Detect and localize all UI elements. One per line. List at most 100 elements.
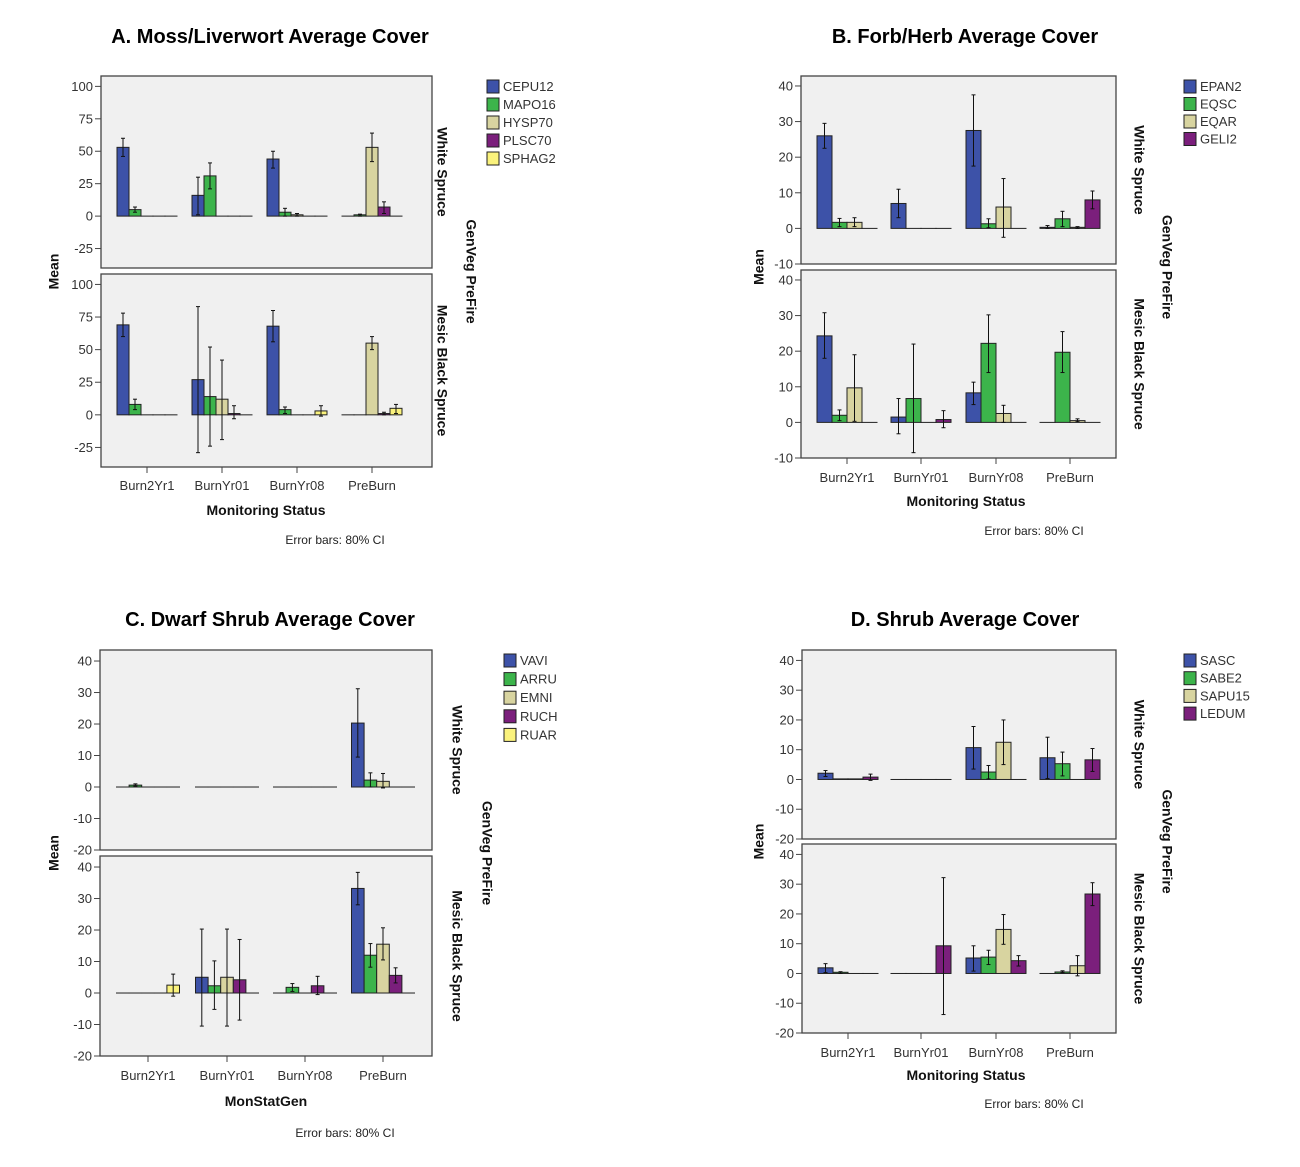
- legend-label: SPHAG2: [503, 151, 556, 166]
- y-tick-label: 0: [86, 209, 93, 224]
- legend-label: VAVI: [520, 653, 548, 668]
- y-tick-label: 10: [78, 748, 92, 763]
- x-tick-label: PreBurn: [1046, 1045, 1094, 1060]
- x-tick-label: Burn2Yr1: [821, 1045, 876, 1060]
- y-tick-label: 10: [779, 185, 793, 200]
- legend-swatch: [486, 115, 500, 130]
- y-tick-label: 75: [79, 310, 93, 325]
- legend-swatch: [1183, 688, 1197, 703]
- legend-label: EPAN2: [1200, 79, 1242, 94]
- legend-label: LEDUM: [1200, 706, 1246, 721]
- legend-swatch: [503, 690, 517, 705]
- y-tick-label: 40: [780, 847, 794, 862]
- y-tick-label: -20: [775, 1026, 794, 1041]
- legend-label: HYSP70: [503, 115, 553, 130]
- x-tick-label: BurnYr08: [278, 1068, 333, 1083]
- y-tick-label: 20: [78, 923, 92, 938]
- legend-label: CEPU12: [503, 79, 554, 94]
- legend-swatch: [1183, 706, 1197, 721]
- legend-swatch: [1183, 79, 1197, 94]
- legend-label: RUAR: [520, 727, 557, 742]
- bar-hysp70: [365, 342, 379, 416]
- bar-epan2: [816, 135, 833, 229]
- y-tick-label: 30: [78, 685, 92, 700]
- legend-swatch: [503, 672, 517, 687]
- legend: SASC SABE2 SAPU15 LEDUM: [1183, 653, 1250, 721]
- x-tick-label: BurnYr08: [969, 1045, 1024, 1060]
- facet-variable-label: GenVeg PreFire: [463, 219, 479, 323]
- y-tick-label: 0: [787, 772, 794, 787]
- y-tick-label: 0: [85, 780, 92, 795]
- y-tick-label: -25: [74, 440, 93, 455]
- legend-label: PLSC70: [503, 133, 551, 148]
- x-tick-label: BurnYr08: [270, 478, 325, 493]
- legend-swatch: [486, 133, 500, 148]
- x-tick-label: BurnYr01: [200, 1068, 255, 1083]
- x-tick-label: PreBurn: [359, 1068, 407, 1083]
- facet-strip-label: Mesic Black Spruce: [449, 890, 465, 1022]
- x-axis-label: Monitoring Status: [907, 493, 1026, 509]
- y-tick-label: 10: [78, 954, 92, 969]
- facet-strip-label: Mesic Black Spruce: [1131, 873, 1147, 1005]
- legend-label: EMNI: [520, 690, 553, 705]
- legend-swatch: [486, 97, 500, 112]
- facet-strip-label: Mesic Black Spruce: [434, 305, 450, 437]
- legend-swatch: [486, 151, 500, 166]
- y-tick-label: -10: [73, 811, 92, 826]
- y-tick-label: 0: [86, 407, 93, 422]
- chart-panel: B. Forb/Herb Average Cover -10 0 10 20 30 40 Wh…: [751, 26, 1242, 538]
- y-tick-label: 50: [79, 342, 93, 357]
- chart-title: A. Moss/Liverwort Average Cover: [111, 26, 429, 48]
- y-tick-label: 40: [780, 653, 794, 668]
- bar-cepu12: [116, 146, 130, 217]
- y-tick-label: -20: [775, 832, 794, 847]
- y-axis-label: Mean: [751, 249, 767, 285]
- error-bar-note: Error bars: 80% CI: [984, 524, 1083, 538]
- chart-title: D. Shrub Average Cover: [851, 609, 1080, 631]
- y-tick-label: 75: [79, 111, 93, 126]
- facet-plot-area: [800, 75, 1117, 265]
- x-tick-label: BurnYr08: [969, 470, 1024, 485]
- legend-swatch: [503, 727, 517, 742]
- y-tick-label: 100: [71, 79, 93, 94]
- facet-strip-label: Mesic Black Spruce: [1131, 298, 1147, 430]
- legend-label: SAPU15: [1200, 688, 1250, 703]
- legend: VAVI ARRU EMNI RUCH RUAR: [503, 653, 558, 742]
- legend-swatch: [1183, 114, 1197, 129]
- legend: CEPU12 MAPO16 HYSP70 PLSC70 SPHAG2: [486, 79, 556, 166]
- x-tick-label: BurnYr01: [195, 478, 250, 493]
- y-tick-label: 30: [779, 114, 793, 129]
- facet-plot-area: [801, 649, 1117, 840]
- facet-variable-label: GenVeg PreFire: [1159, 789, 1175, 893]
- y-tick-label: 20: [780, 906, 794, 921]
- legend-label: RUCH: [520, 709, 558, 724]
- y-tick-label: 40: [779, 78, 793, 93]
- y-tick-label: 50: [79, 144, 93, 159]
- bar-sabe2: [832, 778, 849, 780]
- error-bar-note: Error bars: 80% CI: [285, 533, 384, 547]
- facet-strip-label: White Spruce: [1131, 125, 1147, 215]
- y-tick-label: -20: [73, 843, 92, 858]
- y-tick-label: -10: [775, 802, 794, 817]
- y-tick-label: 30: [780, 877, 794, 892]
- x-axis-label: Monitoring Status: [907, 1067, 1026, 1083]
- chart-panel: A. Moss/Liverwort Average Cover -25 0 25 50 7…: [46, 26, 556, 547]
- legend-swatch: [1183, 132, 1197, 146]
- error-bar-note: Error bars: 80% CI: [984, 1097, 1083, 1111]
- facet-strip-label: White Spruce: [434, 127, 450, 217]
- y-axis-label: Mean: [46, 835, 62, 871]
- y-axis-label: Mean: [751, 824, 767, 860]
- legend-label: EQAR: [1200, 114, 1237, 129]
- y-tick-label: -10: [73, 1017, 92, 1032]
- legend-swatch: [1183, 653, 1197, 668]
- legend-label: SABE2: [1200, 671, 1242, 686]
- bar-cepu12: [116, 324, 130, 416]
- legend-swatch: [503, 709, 517, 724]
- facet-variable-label: GenVeg PreFire: [479, 801, 495, 905]
- y-tick-label: 0: [786, 221, 793, 236]
- y-tick-label: 10: [780, 936, 794, 951]
- y-tick-label: 30: [779, 308, 793, 323]
- facet-plot-area: [99, 649, 433, 851]
